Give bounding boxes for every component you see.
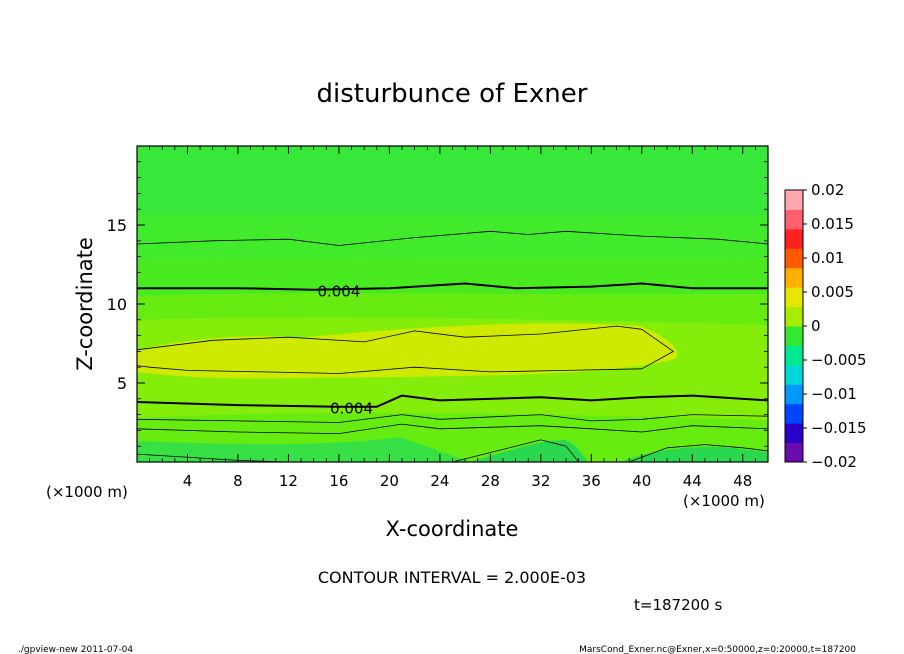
x-tick-label: 48 — [733, 472, 752, 490]
contour-labels: 0.004 0.004 — [317, 282, 373, 417]
colorbar-swatch — [785, 267, 803, 288]
x-unit-label: (×1000 m) — [683, 492, 765, 510]
time-label: t=187200 s — [634, 596, 722, 614]
fill-band-low-mid — [470, 440, 590, 462]
colorbar-swatch — [785, 248, 803, 269]
colorbar-swatch — [785, 423, 803, 444]
colorbar-swatch — [785, 345, 803, 366]
contour-line — [137, 230, 768, 246]
contour-interval-label: CONTOUR INTERVAL = 2.000E-03 — [318, 568, 586, 587]
contour-line — [137, 282, 768, 291]
fill-band-low-right — [620, 446, 768, 462]
contour-line — [137, 325, 674, 374]
x-tick-label: 24 — [430, 472, 449, 490]
y-tick-label: 15 — [107, 216, 127, 235]
colorbar-label: 0.015 — [811, 215, 854, 233]
y-tick-label: 10 — [107, 295, 127, 314]
y-axis: 5 10 15 — [107, 161, 768, 447]
plot-area: 0.004 0.004 — [136, 145, 769, 463]
chart-title: disturbunce of Exner — [317, 79, 588, 109]
fill-band-core — [137, 323, 678, 379]
colorbar-swatch — [785, 228, 803, 249]
x-tick-label: 16 — [329, 472, 348, 490]
colorbar-label: −0.01 — [811, 385, 857, 403]
footer-right: MarsCond_Exner.nc@Exner,x=0:50000,z=0:20… — [579, 645, 856, 654]
x-tick-label: 12 — [279, 472, 298, 490]
contour-line — [137, 423, 768, 434]
colorbar-label: 0.02 — [811, 181, 844, 199]
x-tick-label: 32 — [531, 472, 550, 490]
x-tick-label: 4 — [183, 472, 193, 490]
colorbar-label: −0.005 — [811, 351, 867, 369]
x-tick-label: 36 — [582, 472, 601, 490]
contour-fill — [137, 146, 768, 462]
colorbar-swatch — [785, 326, 803, 346]
colorbar-swatch — [785, 442, 803, 463]
x-axis: 4 8 12 16 20 24 28 32 36 40 44 48 — [149, 146, 769, 490]
fill-band-low-left — [137, 437, 470, 462]
y-axis-title: Z-coordinate — [73, 237, 97, 371]
colorbar-label: −0.02 — [811, 453, 857, 471]
colorbar-label: 0.01 — [811, 249, 844, 267]
contour-line — [629, 444, 768, 462]
y-tick-label: 5 — [117, 374, 127, 393]
contour-line — [452, 439, 580, 462]
colorbar-swatch — [785, 190, 803, 210]
contour-label: 0.004 — [317, 282, 360, 300]
x-tick-label: 44 — [683, 472, 702, 490]
footer-left: ./gpview-new 2011-07-04 — [18, 645, 133, 654]
contour-line — [137, 414, 768, 423]
colorbar-label: −0.015 — [811, 419, 867, 437]
x-axis-title: X-coordinate — [386, 517, 519, 541]
contour-line — [137, 394, 768, 408]
colorbar-label: 0 — [811, 317, 821, 335]
contour-label: 0.004 — [330, 399, 373, 417]
colorbar-swatch — [785, 306, 803, 327]
colorbar-swatch — [785, 287, 803, 308]
x-tick-label: 28 — [481, 472, 500, 490]
colorbar: 0.02 0.015 0.01 0.005 0 −0.005 −0.01 −0.015 −0.0… — [784, 181, 867, 471]
colorbar-swatch — [785, 384, 803, 405]
x-tick-label: 20 — [380, 472, 399, 490]
colorbar-swatch — [785, 364, 803, 385]
colorbar-swatch — [785, 209, 803, 230]
contour-lines — [137, 230, 768, 462]
x-tick-label: 40 — [632, 472, 651, 490]
x-tick-label: 8 — [233, 472, 243, 490]
colorbar-swatch — [785, 403, 803, 424]
colorbar-label: 0.005 — [811, 283, 854, 301]
y-unit-label: (×1000 m) — [46, 483, 128, 501]
